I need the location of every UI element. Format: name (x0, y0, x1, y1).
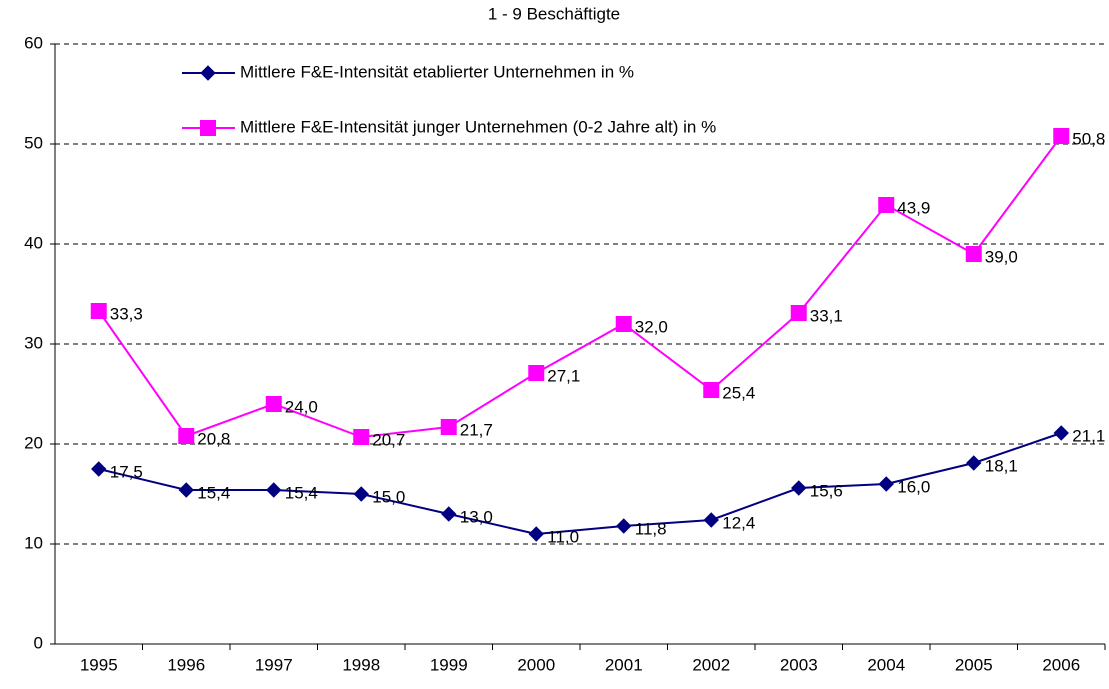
x-tick-label: 1995 (80, 655, 118, 674)
x-tick-label: 2005 (955, 655, 993, 674)
legend-marker (200, 65, 216, 81)
data-label: 20,8 (197, 429, 230, 448)
x-tick-label: 2004 (867, 655, 905, 674)
data-point (441, 506, 457, 522)
data-label: 27,1 (547, 366, 580, 385)
data-label: 18,1 (985, 456, 1018, 475)
data-point (878, 476, 894, 492)
y-tick-label: 50 (24, 133, 43, 152)
data-point (703, 382, 720, 398)
data-point (528, 526, 544, 542)
data-point (265, 396, 282, 412)
y-tick-label: 10 (24, 533, 43, 552)
data-label: 24,0 (285, 397, 318, 416)
data-point (266, 482, 282, 498)
data-label: 13,0 (460, 507, 493, 526)
x-tick-label: 1998 (342, 655, 380, 674)
y-tick-label: 40 (24, 233, 43, 252)
data-point (1053, 128, 1070, 144)
chart-title: 1 - 9 Beschäftigte (488, 4, 620, 23)
data-label: 20,7 (372, 430, 405, 449)
data-label: 43,9 (897, 198, 930, 217)
y-tick-label: 0 (34, 633, 43, 652)
data-label: 15,0 (372, 487, 405, 506)
data-point (440, 419, 457, 435)
data-label: 21,1 (1072, 426, 1105, 445)
legend-marker (200, 120, 216, 136)
data-point (615, 316, 632, 332)
data-point (616, 518, 632, 534)
x-tick-label: 1999 (430, 655, 468, 674)
data-label: 50,8 (1072, 129, 1105, 148)
data-point (90, 303, 107, 319)
data-point (791, 480, 807, 496)
data-label: 15,4 (197, 483, 230, 502)
legend-label: Mittlere F&E-Intensität junger Unternehm… (240, 117, 716, 136)
x-tick-label: 1996 (167, 655, 205, 674)
data-point (965, 246, 982, 262)
data-label: 15,4 (285, 483, 318, 502)
data-point (528, 365, 545, 381)
series-line (98, 432, 1062, 536)
x-tick-label: 1997 (255, 655, 293, 674)
x-tick-label: 2002 (692, 655, 730, 674)
x-tick-label: 2001 (605, 655, 643, 674)
data-point (178, 482, 194, 498)
data-label: 33,1 (810, 306, 843, 325)
y-tick-label: 20 (24, 433, 43, 452)
data-point (353, 429, 370, 445)
data-label: 33,3 (110, 304, 143, 323)
data-label: 11,8 (635, 519, 667, 538)
data-point (353, 486, 369, 502)
data-label: 12,4 (722, 513, 755, 532)
data-label: 11,0 (547, 527, 579, 546)
data-label: 21,7 (460, 420, 493, 439)
data-point (878, 197, 895, 213)
data-label: 32,0 (635, 317, 668, 336)
data-label: 15,6 (810, 481, 843, 500)
data-point (703, 512, 719, 528)
x-tick-label: 2003 (780, 655, 818, 674)
y-tick-label: 60 (24, 33, 43, 52)
data-point (1053, 425, 1069, 441)
data-point (790, 305, 807, 321)
data-point (178, 428, 195, 444)
data-point (966, 455, 982, 471)
legend-label: Mittlere F&E-Intensität etablierter Unte… (240, 62, 634, 81)
y-tick-label: 30 (24, 333, 43, 352)
data-label: 17,5 (110, 462, 143, 481)
data-point (91, 461, 107, 477)
x-tick-label: 2000 (517, 655, 555, 674)
data-label: 25,4 (722, 383, 755, 402)
x-tick-label: 2006 (1042, 655, 1080, 674)
data-label: 39,0 (985, 247, 1018, 266)
data-label: 16,0 (897, 477, 930, 496)
series-line (97, 135, 1063, 439)
